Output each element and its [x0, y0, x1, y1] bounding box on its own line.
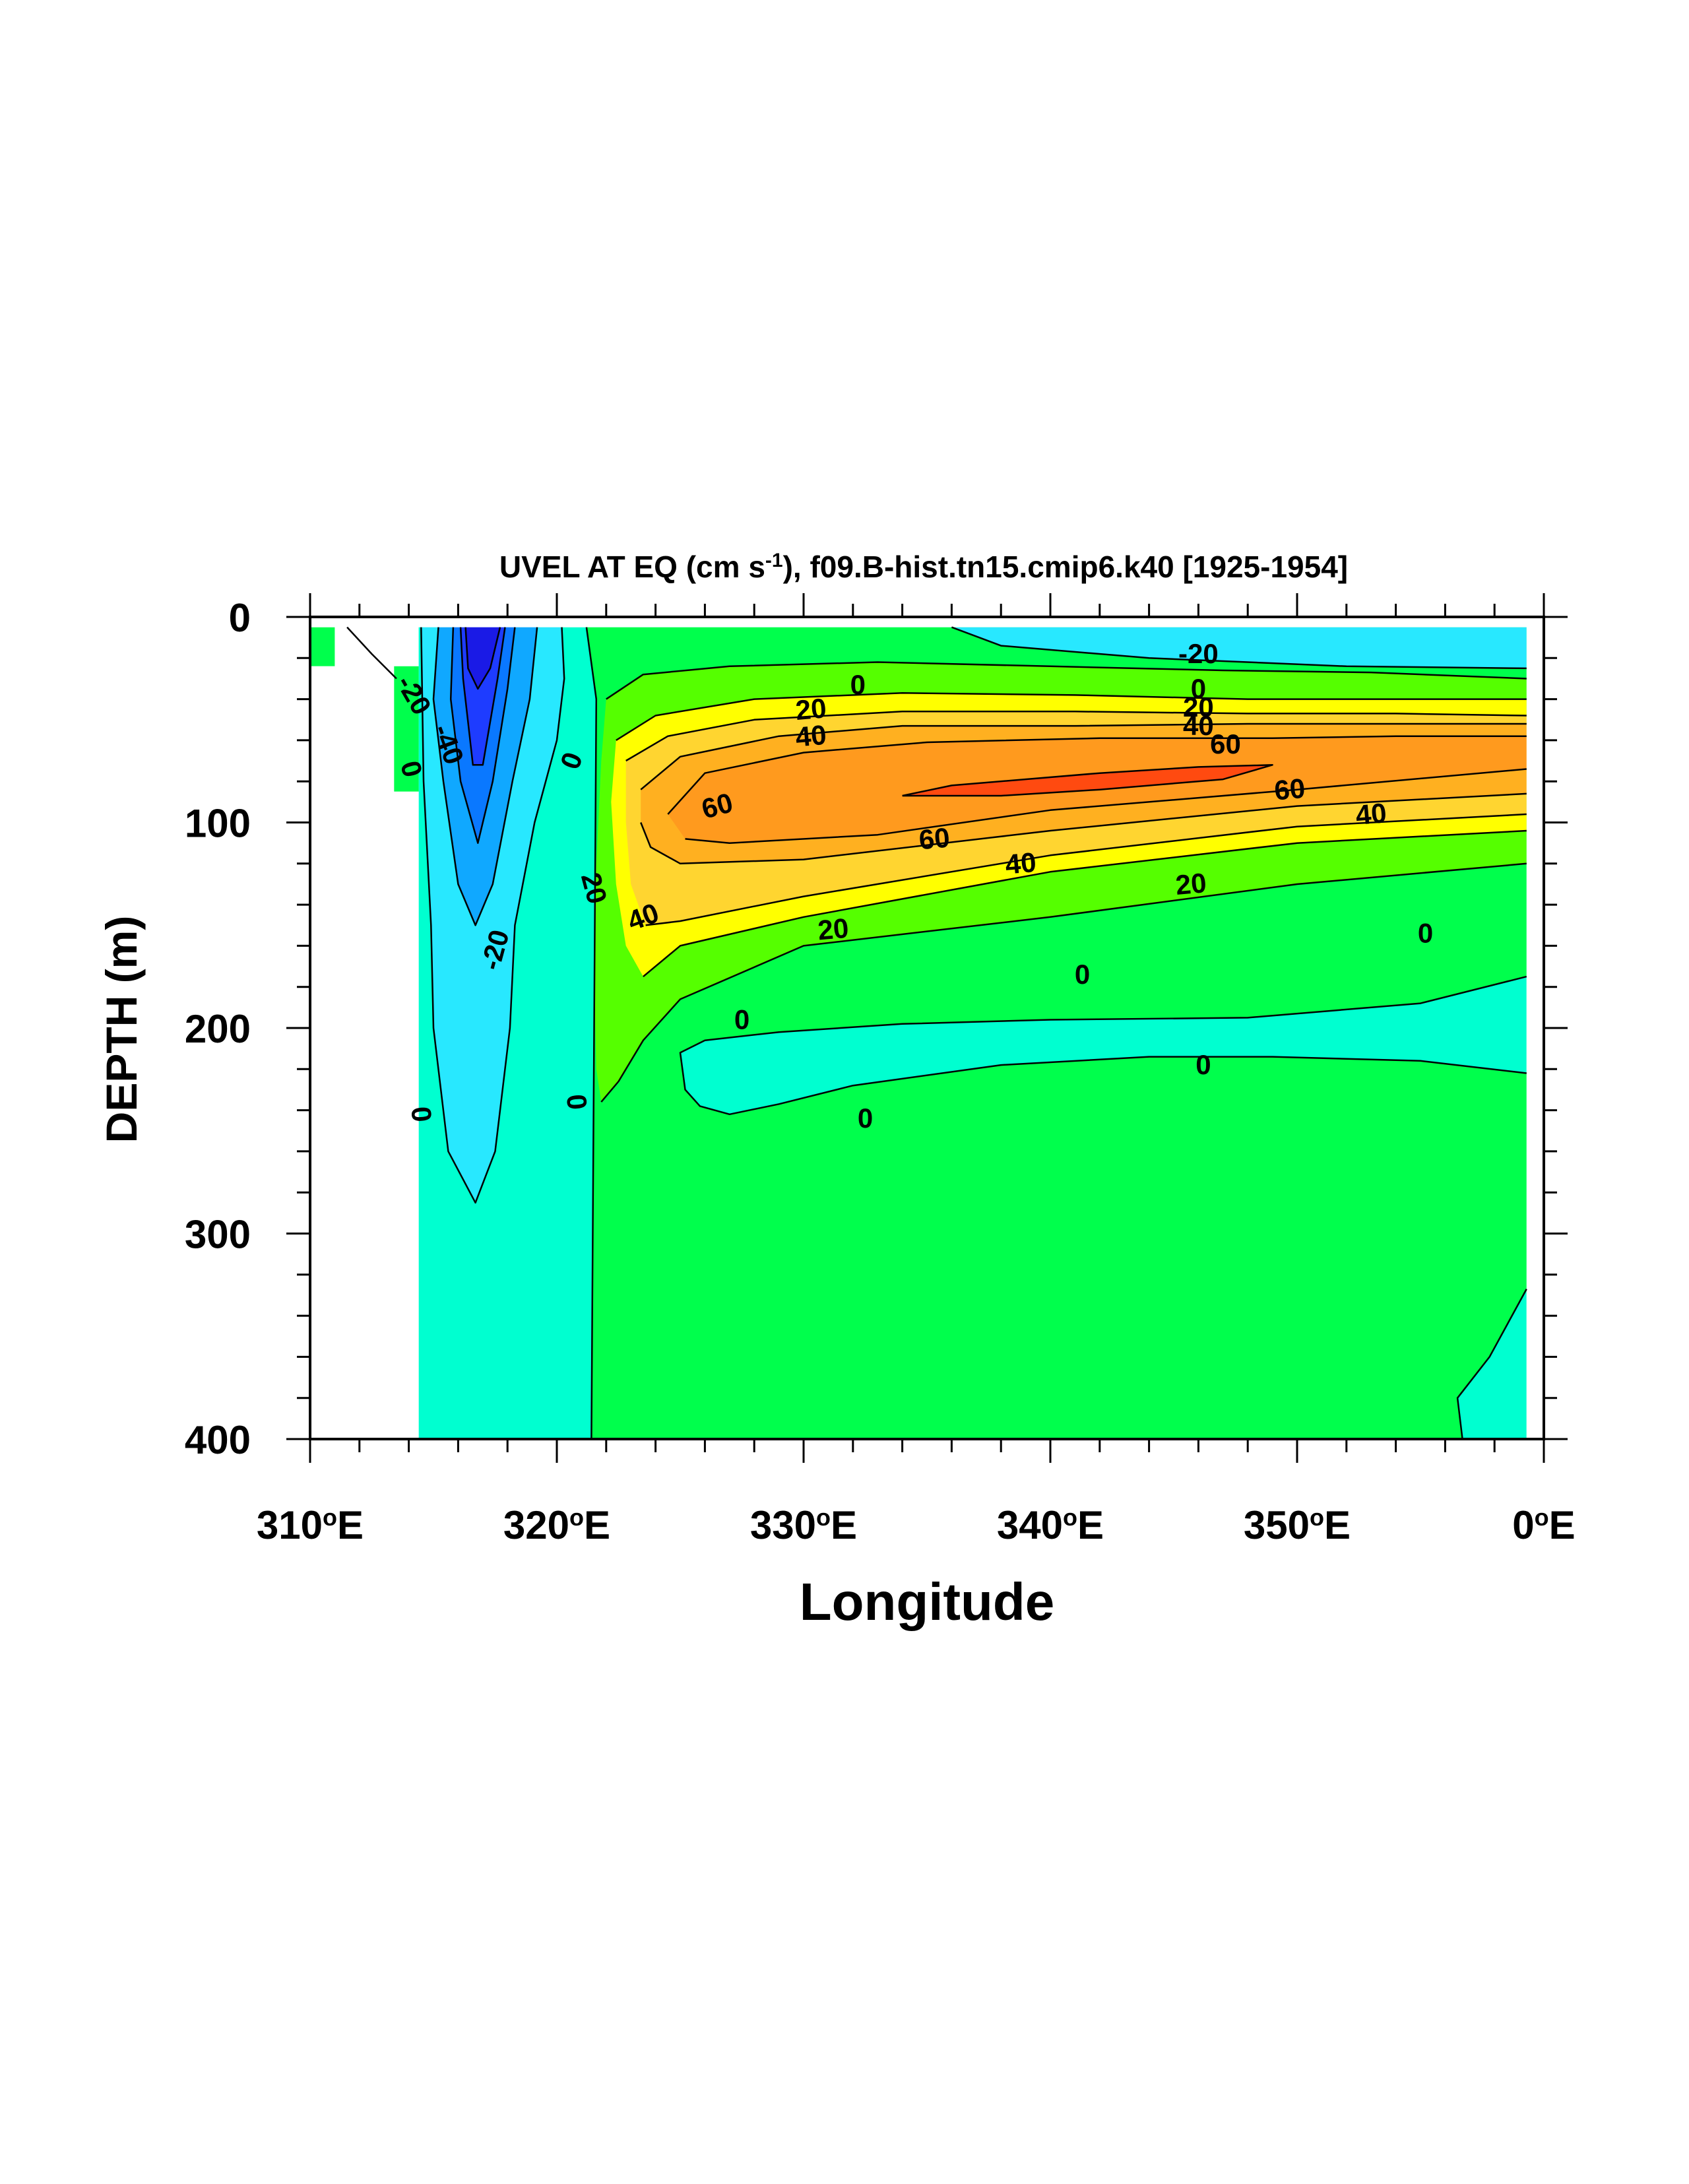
contour-label-13: 60	[918, 821, 951, 855]
contour-line-50-b	[685, 768, 1527, 844]
contour-line-30	[645, 813, 1527, 926]
contour-label-28: 0	[1418, 918, 1433, 949]
region-0-10-coast	[310, 627, 335, 666]
x-tick-label: 330oE	[750, 1503, 857, 1547]
contour-line-40	[640, 723, 1527, 790]
contour-label-text: 60	[918, 821, 951, 855]
contour-line-neg10-east	[951, 626, 1527, 670]
contour-line-neg40	[459, 627, 506, 766]
y-tick-label: 0	[229, 596, 251, 640]
region-0-10-shelf	[394, 666, 419, 792]
contour-label-15: 20	[817, 913, 850, 946]
contour-label-24: 60	[1210, 728, 1241, 759]
contour-line-20-top	[616, 692, 1527, 741]
contour-line-neg20	[432, 627, 538, 926]
contour-label-7: 0	[561, 1093, 593, 1110]
contour-line-30-top	[625, 711, 1527, 762]
contour-label-14: 40	[1004, 847, 1038, 880]
contour-line-neg10	[420, 627, 565, 1204]
contour-labels: -20-400-20002004060204006040200000-20020…	[391, 638, 1433, 1134]
x-tick-label: 310oE	[257, 1503, 364, 1547]
contour-label-22: 20	[1183, 691, 1214, 723]
y-tick-label: 200	[185, 1007, 251, 1051]
contour-label-text: 20	[794, 692, 828, 726]
contour-line-neg50	[464, 627, 501, 690]
contour-label-text: 20	[817, 913, 850, 946]
contour-line-0-se	[1456, 1289, 1527, 1439]
contour-label-23: 40	[1183, 710, 1214, 741]
land-mask	[310, 666, 419, 1439]
contour-label-text: 0	[734, 1004, 749, 1035]
contour-label-text: 40	[1004, 847, 1038, 880]
contour-label-text: 60	[1273, 773, 1306, 806]
top-gap	[310, 617, 1544, 627]
contour-line-50	[667, 735, 1527, 815]
contour-lines	[346, 626, 1527, 1439]
x-tick-label: 350oE	[1244, 1503, 1351, 1547]
contour-line-10-top	[606, 661, 1527, 700]
x-tick-label: 340oE	[997, 1503, 1104, 1547]
contour-label-text: 0	[858, 1103, 873, 1134]
x-tick-label: 0oE	[1512, 1503, 1575, 1547]
region-neg-below-50	[465, 627, 500, 689]
contour-label-text: 20	[1174, 867, 1208, 901]
contour-label-17: 0	[1075, 959, 1090, 990]
land-mask-east	[1526, 617, 1544, 1439]
contour-label-20: -20	[1178, 638, 1219, 669]
contour-label-21: 0	[1191, 673, 1206, 704]
contour-label-12: 0	[850, 669, 866, 700]
contour-label-text: 0	[1195, 1049, 1211, 1080]
contour-line-10	[600, 862, 1527, 1103]
region-surface-east	[951, 627, 1527, 668]
contour-label-text: 40	[1354, 797, 1388, 831]
contour-label-text: 60	[1210, 728, 1241, 759]
contour-label-26: 40	[1354, 797, 1388, 831]
y-tick-label: 300	[185, 1213, 251, 1257]
x-axis-label: Longitude	[800, 1572, 1055, 1631]
contour-label-4: 0	[405, 1105, 437, 1123]
contour-label-11: 40	[794, 719, 828, 753]
axis-ticks	[286, 593, 1568, 1463]
contour-line-20	[643, 829, 1527, 978]
contour-line-0-mid	[679, 975, 1527, 1116]
contour-label-27: 20	[1174, 867, 1208, 901]
contour-label-text: 0	[1418, 918, 1433, 949]
contour-label-18: 0	[858, 1103, 873, 1134]
y-tick-label: 400	[185, 1418, 251, 1462]
contour-line-neg30	[449, 627, 516, 844]
contour-label-16: 0	[734, 1004, 749, 1035]
contour-label-text: 40	[794, 719, 828, 753]
contour-label-text: 0	[561, 1093, 593, 1110]
contour-label-text: 0	[1191, 673, 1206, 704]
y-tick-label: 100	[185, 802, 251, 846]
contour-line-surface	[346, 626, 397, 680]
contour-label-text: 20	[1183, 691, 1214, 723]
contour-line-0-deep	[585, 627, 598, 1439]
x-tick-label: 320oE	[503, 1503, 610, 1547]
contour-label-19: 0	[1195, 1049, 1211, 1080]
velocity-field	[310, 617, 1544, 1439]
contour-line-60	[902, 764, 1273, 797]
contour-label-text: -20	[1178, 638, 1219, 669]
chart-title: UVEL AT EQ (cm s-1), f09.B-hist.tn15.cmi…	[499, 550, 1348, 585]
contour-label-text: 0	[1075, 959, 1090, 990]
contour-line-40-b	[640, 792, 1527, 865]
region-60-70	[902, 765, 1273, 796]
contour-label-10: 20	[794, 692, 828, 726]
contour-label-text: 0	[405, 1105, 437, 1123]
contour-label-25: 60	[1273, 773, 1306, 806]
contour-label-text: 0	[850, 669, 866, 700]
tick-labels: 310oE 320oE 330oE 340oE 350oE 0oE010020030040…	[185, 596, 1576, 1547]
y-axis-label: DEPTH (m)	[97, 916, 146, 1143]
contour-label-text: 40	[1183, 710, 1214, 741]
